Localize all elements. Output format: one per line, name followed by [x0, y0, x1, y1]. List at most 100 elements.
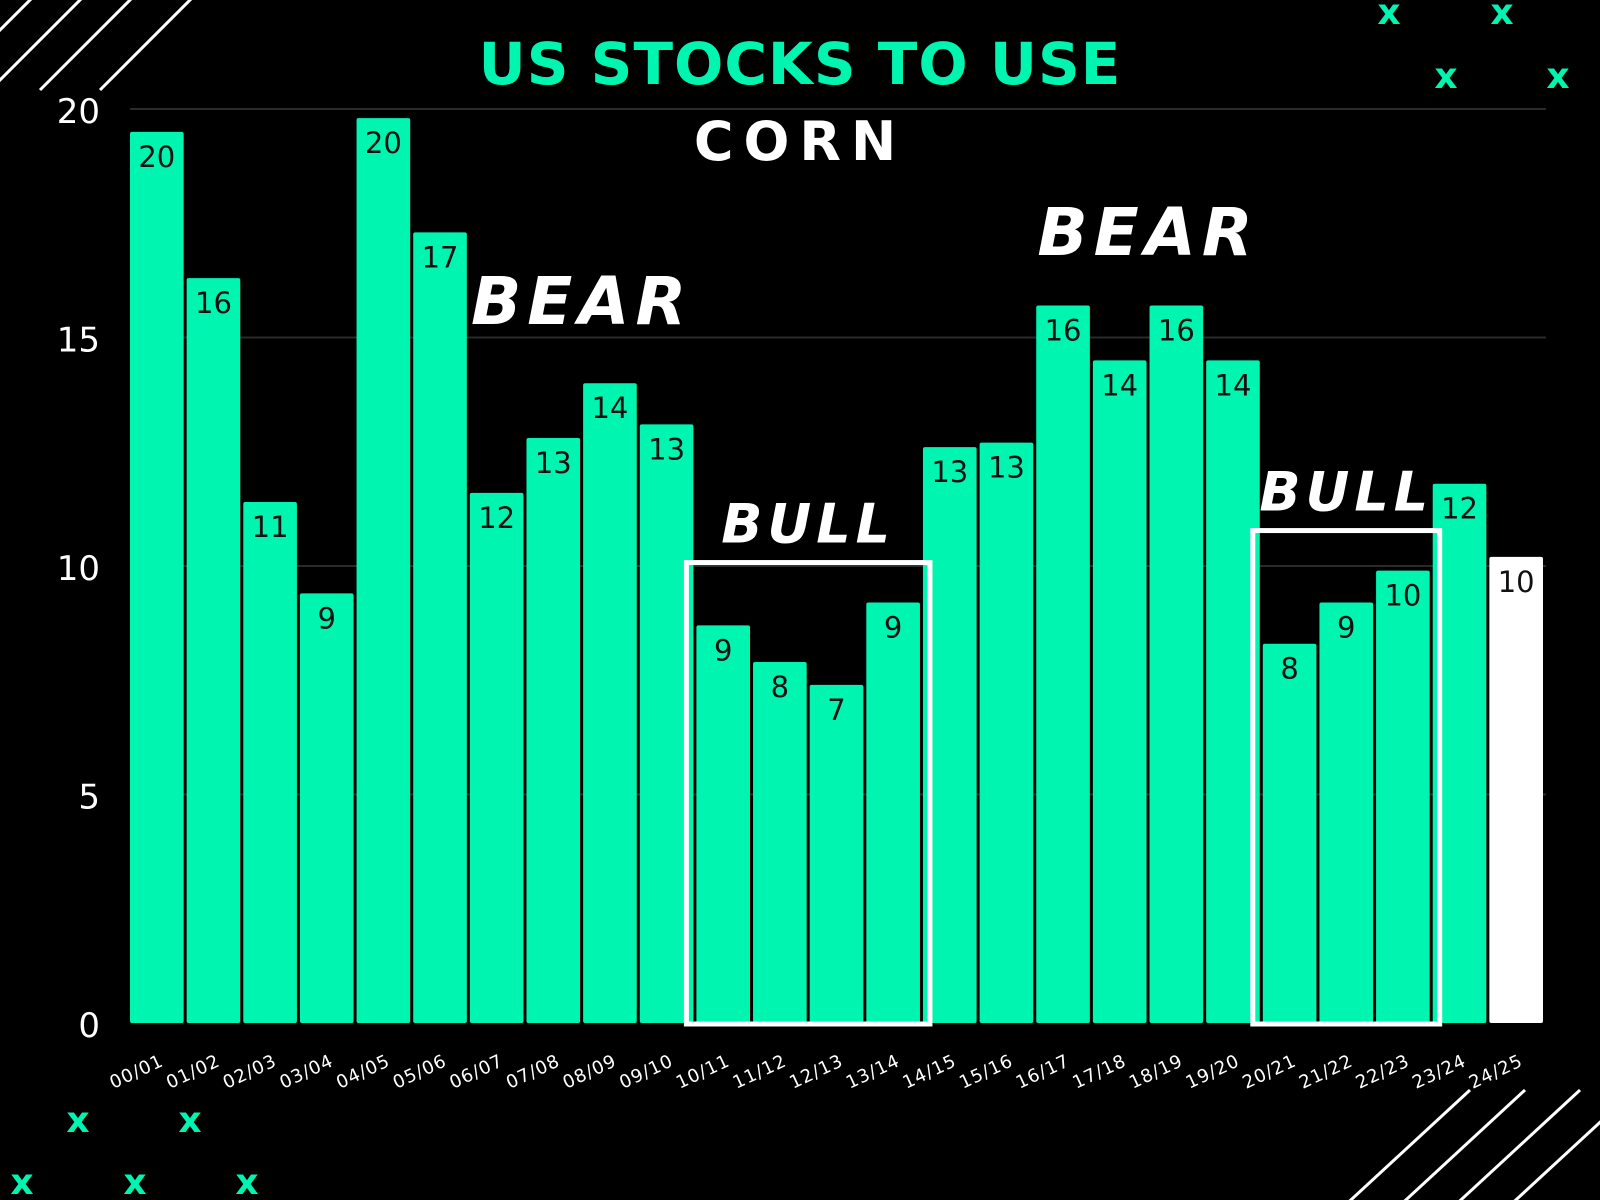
- decor-stripe: [1458, 1088, 1582, 1200]
- y-tick-label: 20: [57, 92, 100, 132]
- x-tick-label: 24/25: [1466, 1050, 1526, 1093]
- bull-box: [1250, 528, 1443, 1027]
- bar: [1432, 483, 1487, 1023]
- data-label: 9: [318, 601, 336, 635]
- x-mark: x: [1434, 56, 1457, 97]
- x-mark: x: [1490, 0, 1513, 33]
- data-label: 9: [884, 611, 902, 645]
- x-tick-label: 12/13: [786, 1050, 846, 1093]
- data-label: 12: [1441, 492, 1478, 526]
- data-label: 12: [478, 501, 515, 535]
- data-label: 14: [1215, 368, 1252, 402]
- chart-subtitle: CORN: [693, 110, 907, 173]
- x-tick-label: 06/07: [446, 1050, 506, 1093]
- bar: [809, 684, 864, 1023]
- bars: [130, 118, 1543, 1024]
- x-tick-label: 01/02: [163, 1050, 223, 1093]
- bar: [583, 383, 637, 1023]
- decor-stripe: [38, 0, 133, 92]
- bar: [866, 602, 920, 1023]
- data-label: 17: [422, 240, 459, 274]
- y-tick-label: 15: [57, 321, 100, 361]
- x-tick-label: 00/01: [107, 1050, 167, 1093]
- data-label: 11: [252, 510, 289, 544]
- annotation-bull: BULL: [1259, 461, 1433, 524]
- x-tick-label: 19/20: [1183, 1050, 1243, 1093]
- x-tick-label: 05/06: [390, 1050, 450, 1093]
- data-label: 8: [771, 670, 789, 704]
- bar: [299, 593, 354, 1023]
- annotation-bear: BEAR: [471, 263, 692, 340]
- bar: [1036, 305, 1090, 1023]
- data-labels: 20 16 11 9 20 17 12 13 14 13 9 8 7 9 13 13 16 14 16 14 8 9 10 1…: [138, 126, 1534, 727]
- annotations: BEAR BEAR BULL BULL: [471, 194, 1443, 1027]
- decor-stripe: [98, 0, 193, 92]
- x-tick-label: 11/12: [730, 1050, 790, 1093]
- bar: [413, 232, 467, 1023]
- data-label: 13: [535, 446, 572, 480]
- x-tick-label: 03/04: [276, 1050, 336, 1093]
- data-label: 13: [988, 451, 1025, 485]
- x-tick-label: 13/14: [843, 1050, 903, 1093]
- data-label: 10: [1384, 579, 1421, 613]
- bar: [1376, 570, 1430, 1023]
- x-tick-label: 07/08: [503, 1050, 563, 1093]
- bar: [243, 502, 297, 1023]
- bar: [1262, 643, 1317, 1023]
- x-mark: x: [1546, 56, 1569, 97]
- data-label: 9: [1337, 611, 1355, 645]
- decor-stripe: [1513, 1120, 1600, 1200]
- bar: [1206, 360, 1260, 1024]
- bar: [186, 278, 241, 1024]
- bar: [1489, 556, 1543, 1023]
- data-label: 8: [1280, 652, 1298, 686]
- x-tick-label: 17/18: [1069, 1050, 1129, 1093]
- x-tick-label: 02/03: [220, 1050, 280, 1093]
- decor-stripe: [0, 0, 83, 83]
- x-tick-label: 18/19: [1126, 1050, 1186, 1093]
- x-tick-label: 04/05: [333, 1050, 393, 1093]
- bar: [979, 442, 1034, 1023]
- x-tick-label: 14/15: [899, 1050, 959, 1093]
- bar: [526, 438, 581, 1023]
- annotation-bull: BULL: [721, 493, 895, 556]
- x-tick-label: 10/11: [673, 1050, 733, 1093]
- x-tick-label: 23/24: [1409, 1050, 1469, 1093]
- bar: [469, 492, 524, 1023]
- x-tick-label: 21/22: [1296, 1050, 1356, 1093]
- chart-title: US STOCKS TO USE: [478, 30, 1122, 98]
- bull-box: [683, 560, 933, 1027]
- data-label: 9: [714, 633, 732, 667]
- x-tick-label: 16/17: [1013, 1050, 1073, 1093]
- bar: [696, 625, 751, 1023]
- data-label: 16: [1045, 314, 1082, 348]
- data-label: 14: [1101, 368, 1138, 402]
- data-label: 16: [195, 286, 232, 320]
- data-label: 20: [138, 140, 175, 174]
- bar: [1092, 360, 1147, 1024]
- decor-stripe: [1348, 1088, 1472, 1200]
- data-label: 10: [1498, 565, 1535, 599]
- x-tick-label: 22/23: [1353, 1050, 1413, 1093]
- data-label: 16: [1158, 314, 1195, 348]
- x-mark: x: [235, 1162, 258, 1200]
- data-label: 14: [591, 391, 628, 425]
- x-mark: x: [1377, 0, 1400, 33]
- decor-stripe: [1403, 1088, 1527, 1200]
- x-tick-label: 08/09: [560, 1050, 620, 1093]
- bar: [639, 424, 694, 1024]
- x-tick-label: 09/10: [616, 1050, 676, 1093]
- x-mark: x: [123, 1162, 146, 1200]
- data-label: 13: [931, 455, 968, 489]
- bar: [753, 661, 807, 1023]
- y-tick-label: 5: [78, 778, 100, 818]
- data-label: 7: [827, 693, 845, 727]
- bar: [1149, 305, 1204, 1023]
- x-tick-label: 15/16: [956, 1050, 1016, 1093]
- bar: [922, 447, 977, 1023]
- y-axis: 0 5 10 15 20: [57, 92, 100, 1046]
- decor-stripe: [0, 0, 33, 33]
- x-mark: x: [10, 1162, 33, 1200]
